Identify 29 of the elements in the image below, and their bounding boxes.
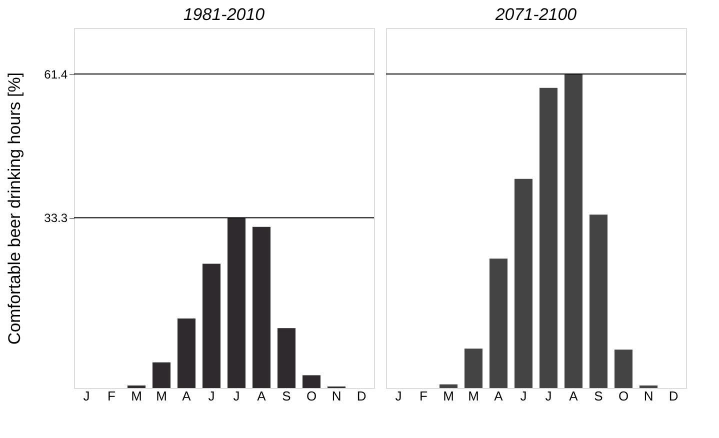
x-tick-label: M [468, 388, 479, 404]
x-tick-label: J [83, 388, 90, 404]
x-tick-label: M [443, 388, 454, 404]
chart-title: 1981-2010 [183, 5, 266, 24]
x-tick-label: O [618, 388, 629, 404]
x-tick-label: F [108, 388, 116, 404]
x-tick-label: A [569, 388, 578, 404]
y-axis-title: Comfortable beer drinking hours [%] [5, 72, 24, 345]
x-tick-label: D [668, 388, 678, 404]
y-tick-label: 61.4 [44, 68, 68, 82]
x-tick-label: A [257, 388, 266, 404]
x-tick-label: A [182, 388, 192, 404]
x-tick-label: F [420, 388, 428, 404]
x-tick-label: J [233, 388, 240, 404]
chart-title: 2071-2100 [494, 5, 578, 24]
x-tick-label: N [332, 388, 342, 404]
x-tick-label: S [594, 388, 604, 404]
x-tick-label: J [545, 388, 552, 404]
x-tick-label: M [156, 388, 167, 404]
y-tick-label: 33.3 [44, 211, 68, 226]
x-tick-label: J [520, 388, 527, 404]
x-tick-label: N [644, 388, 654, 404]
x-tick-label: A [494, 388, 504, 404]
x-tick-label: J [208, 388, 215, 404]
x-tick-label: J [395, 388, 402, 404]
x-tick-label: D [356, 388, 366, 404]
x-tick-label: O [306, 388, 317, 404]
x-tick-label: M [131, 388, 142, 404]
x-tick-label: S [282, 388, 292, 404]
